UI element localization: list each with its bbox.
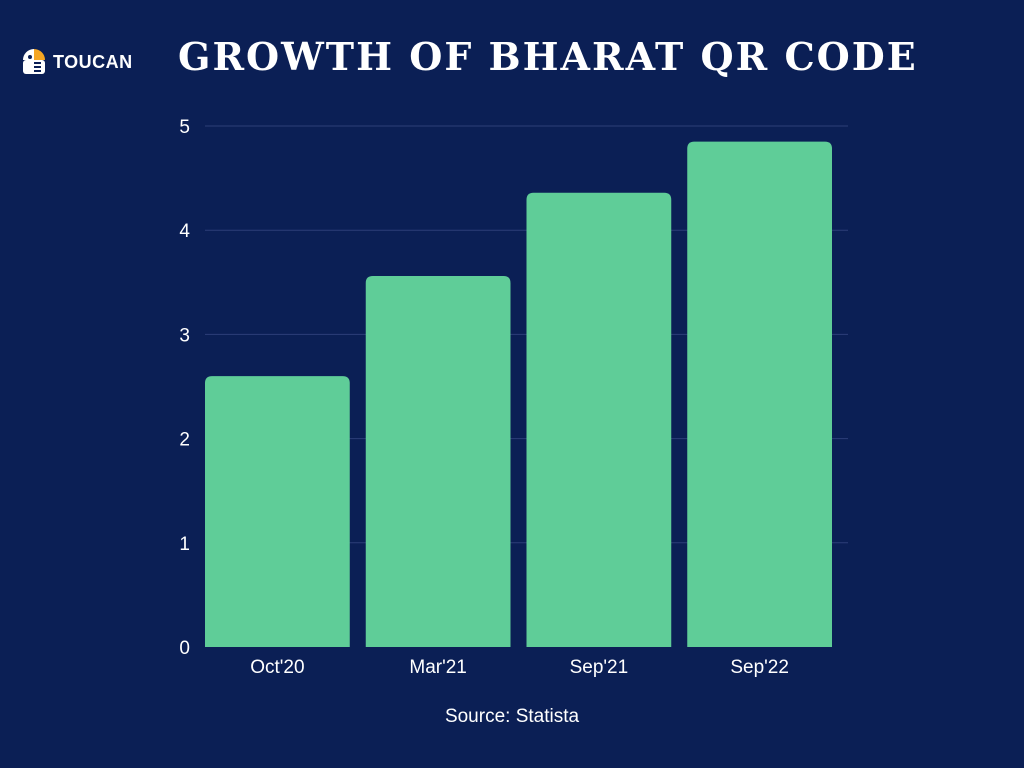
x-tick-label: Sep'21: [570, 657, 629, 678]
bar-mar21: [365, 276, 511, 647]
y-tick-label: 0: [179, 638, 190, 659]
x-tick-label: Oct'20: [250, 657, 304, 678]
brand: TOUCAN: [22, 46, 133, 78]
bar-sep22: [687, 141, 832, 647]
chart-title: GROWTH OF BHARAT QR CODE: [178, 34, 918, 79]
x-tick-label: Sep'22: [730, 657, 789, 678]
bars: [205, 141, 832, 648]
toucan-logo-icon: [23, 49, 45, 74]
x-tick-label: Mar'21: [409, 657, 466, 678]
x-axis-ticks: Oct'20 Mar'21 Sep'21 Sep'22: [250, 657, 789, 678]
bar-oct20: [205, 376, 350, 647]
y-tick-label: 5: [179, 117, 190, 138]
brand-name: TOUCAN: [53, 51, 133, 72]
y-axis-ticks: 0 1 2 3 4 5: [179, 117, 190, 659]
y-tick-label: 3: [179, 325, 190, 346]
y-tick-label: 4: [179, 221, 190, 242]
bar-sep21: [526, 192, 672, 648]
y-tick-label: 1: [179, 534, 190, 555]
y-tick-label: 2: [179, 430, 190, 451]
source-note: Source: Statista: [444, 706, 580, 727]
